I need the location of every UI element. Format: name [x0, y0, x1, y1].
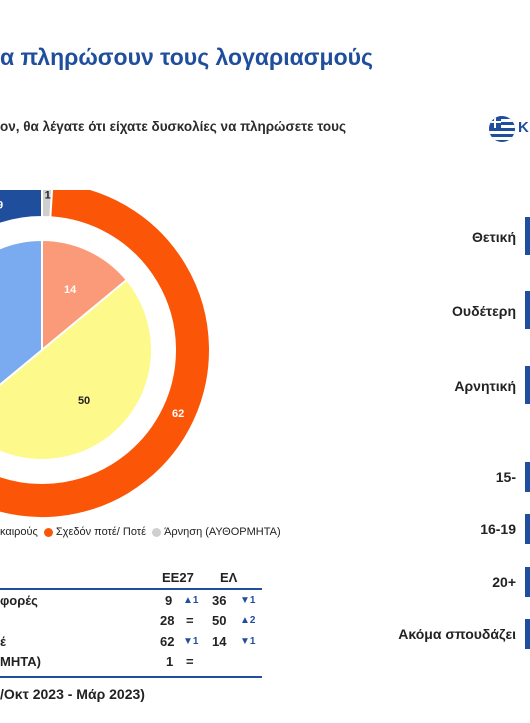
eu-change: =	[186, 613, 194, 628]
outer-ring-slice	[0, 190, 211, 519]
legend-label-1: καιρούς	[0, 526, 38, 538]
label-age-20: 20+	[492, 574, 516, 590]
eu-value: 28	[160, 613, 175, 628]
bar-age-20	[525, 567, 530, 597]
gr-value: 50	[212, 613, 227, 628]
label-age-15: 15-	[495, 469, 516, 485]
outer-slice-label: 1	[45, 190, 51, 201]
eu-value: 9	[165, 593, 173, 608]
legend-label-2: Σχεδόν ποτέ/ Ποτέ	[55, 526, 147, 538]
label-age-16-19: 16-19	[480, 521, 516, 537]
gr-value: 36	[212, 593, 227, 608]
legend-label-3: Άρνηση (ΑΥΘΟΡΜΗΤΑ)	[164, 526, 281, 538]
row-label: φορές	[0, 593, 38, 608]
row-label: έ	[0, 634, 6, 649]
inner-pie-slice	[41, 238, 129, 353]
row-label: ΜΗΤΑ)	[0, 654, 41, 669]
eu-value: 1	[166, 654, 174, 669]
bar-age-16-19	[525, 514, 530, 544]
label-neutral: Ουδέτερη	[452, 303, 516, 319]
page-title: α πληρώσουν τους λογαριασμούς	[0, 44, 373, 70]
gr-value: 14	[212, 634, 227, 649]
eu-change: ▼1	[183, 636, 199, 647]
table-bottom-rule	[0, 676, 262, 678]
greece-flag-icon	[489, 116, 515, 142]
inner-pie-slice	[0, 278, 153, 461]
label-still-studying: Ακόμα σπουδάζει	[398, 626, 516, 642]
inner-slice-label: 50	[78, 395, 90, 407]
legend-dot-orange	[43, 527, 53, 537]
table-header: ΕΕ27 ΕΛ	[0, 568, 262, 590]
label-negative: Αρνητική	[454, 378, 516, 394]
bar-still-studying	[525, 619, 530, 649]
outer-slice-label: 62	[172, 408, 184, 420]
bar-negative	[525, 366, 530, 404]
label-positive: Θετική	[471, 229, 516, 245]
outer-slice-label: 9	[0, 199, 3, 211]
gr-change: ▼1	[240, 636, 256, 647]
gr-change: ▲2	[240, 615, 256, 626]
bar-neutral	[525, 291, 530, 329]
outer-ring-slice	[0, 190, 43, 225]
bar-positive	[525, 217, 530, 255]
legend-dot-gray	[152, 527, 162, 537]
survey-question: ον, θα λέγατε ότι είχατε δυσκολίες να πλ…	[0, 119, 347, 134]
eu-value: 62	[160, 634, 175, 649]
table-row: φορές 9 ▲1 36 ▼1	[0, 593, 262, 613]
eu-change: =	[186, 654, 194, 669]
gr-change: ▼1	[240, 595, 256, 606]
inner-pie-slice	[0, 238, 43, 387]
survey-period-note: /Οκτ 2023 - Μάρ 2023)	[0, 686, 145, 702]
table-row: ΜΗΤΑ) 1 =	[0, 654, 262, 674]
donut-chart: 9162145036	[0, 190, 211, 519]
header-gr: ΕΛ	[220, 570, 238, 585]
inner-slice-label: 14	[64, 284, 77, 296]
table-row: έ 62 ▼1 14 ▼1	[0, 634, 262, 654]
header-eu27: ΕΕ27	[162, 570, 194, 585]
table-row: 28 = 50 ▲2	[0, 613, 262, 633]
country-label: Κ	[518, 119, 529, 136]
chart-legend: καιρούς Σχεδόν ποτέ/ Ποτέ Άρνηση (ΑΥΘΟΡΜ…	[0, 526, 281, 538]
eu-change: ▲1	[183, 595, 199, 606]
bar-age-15	[525, 462, 530, 492]
